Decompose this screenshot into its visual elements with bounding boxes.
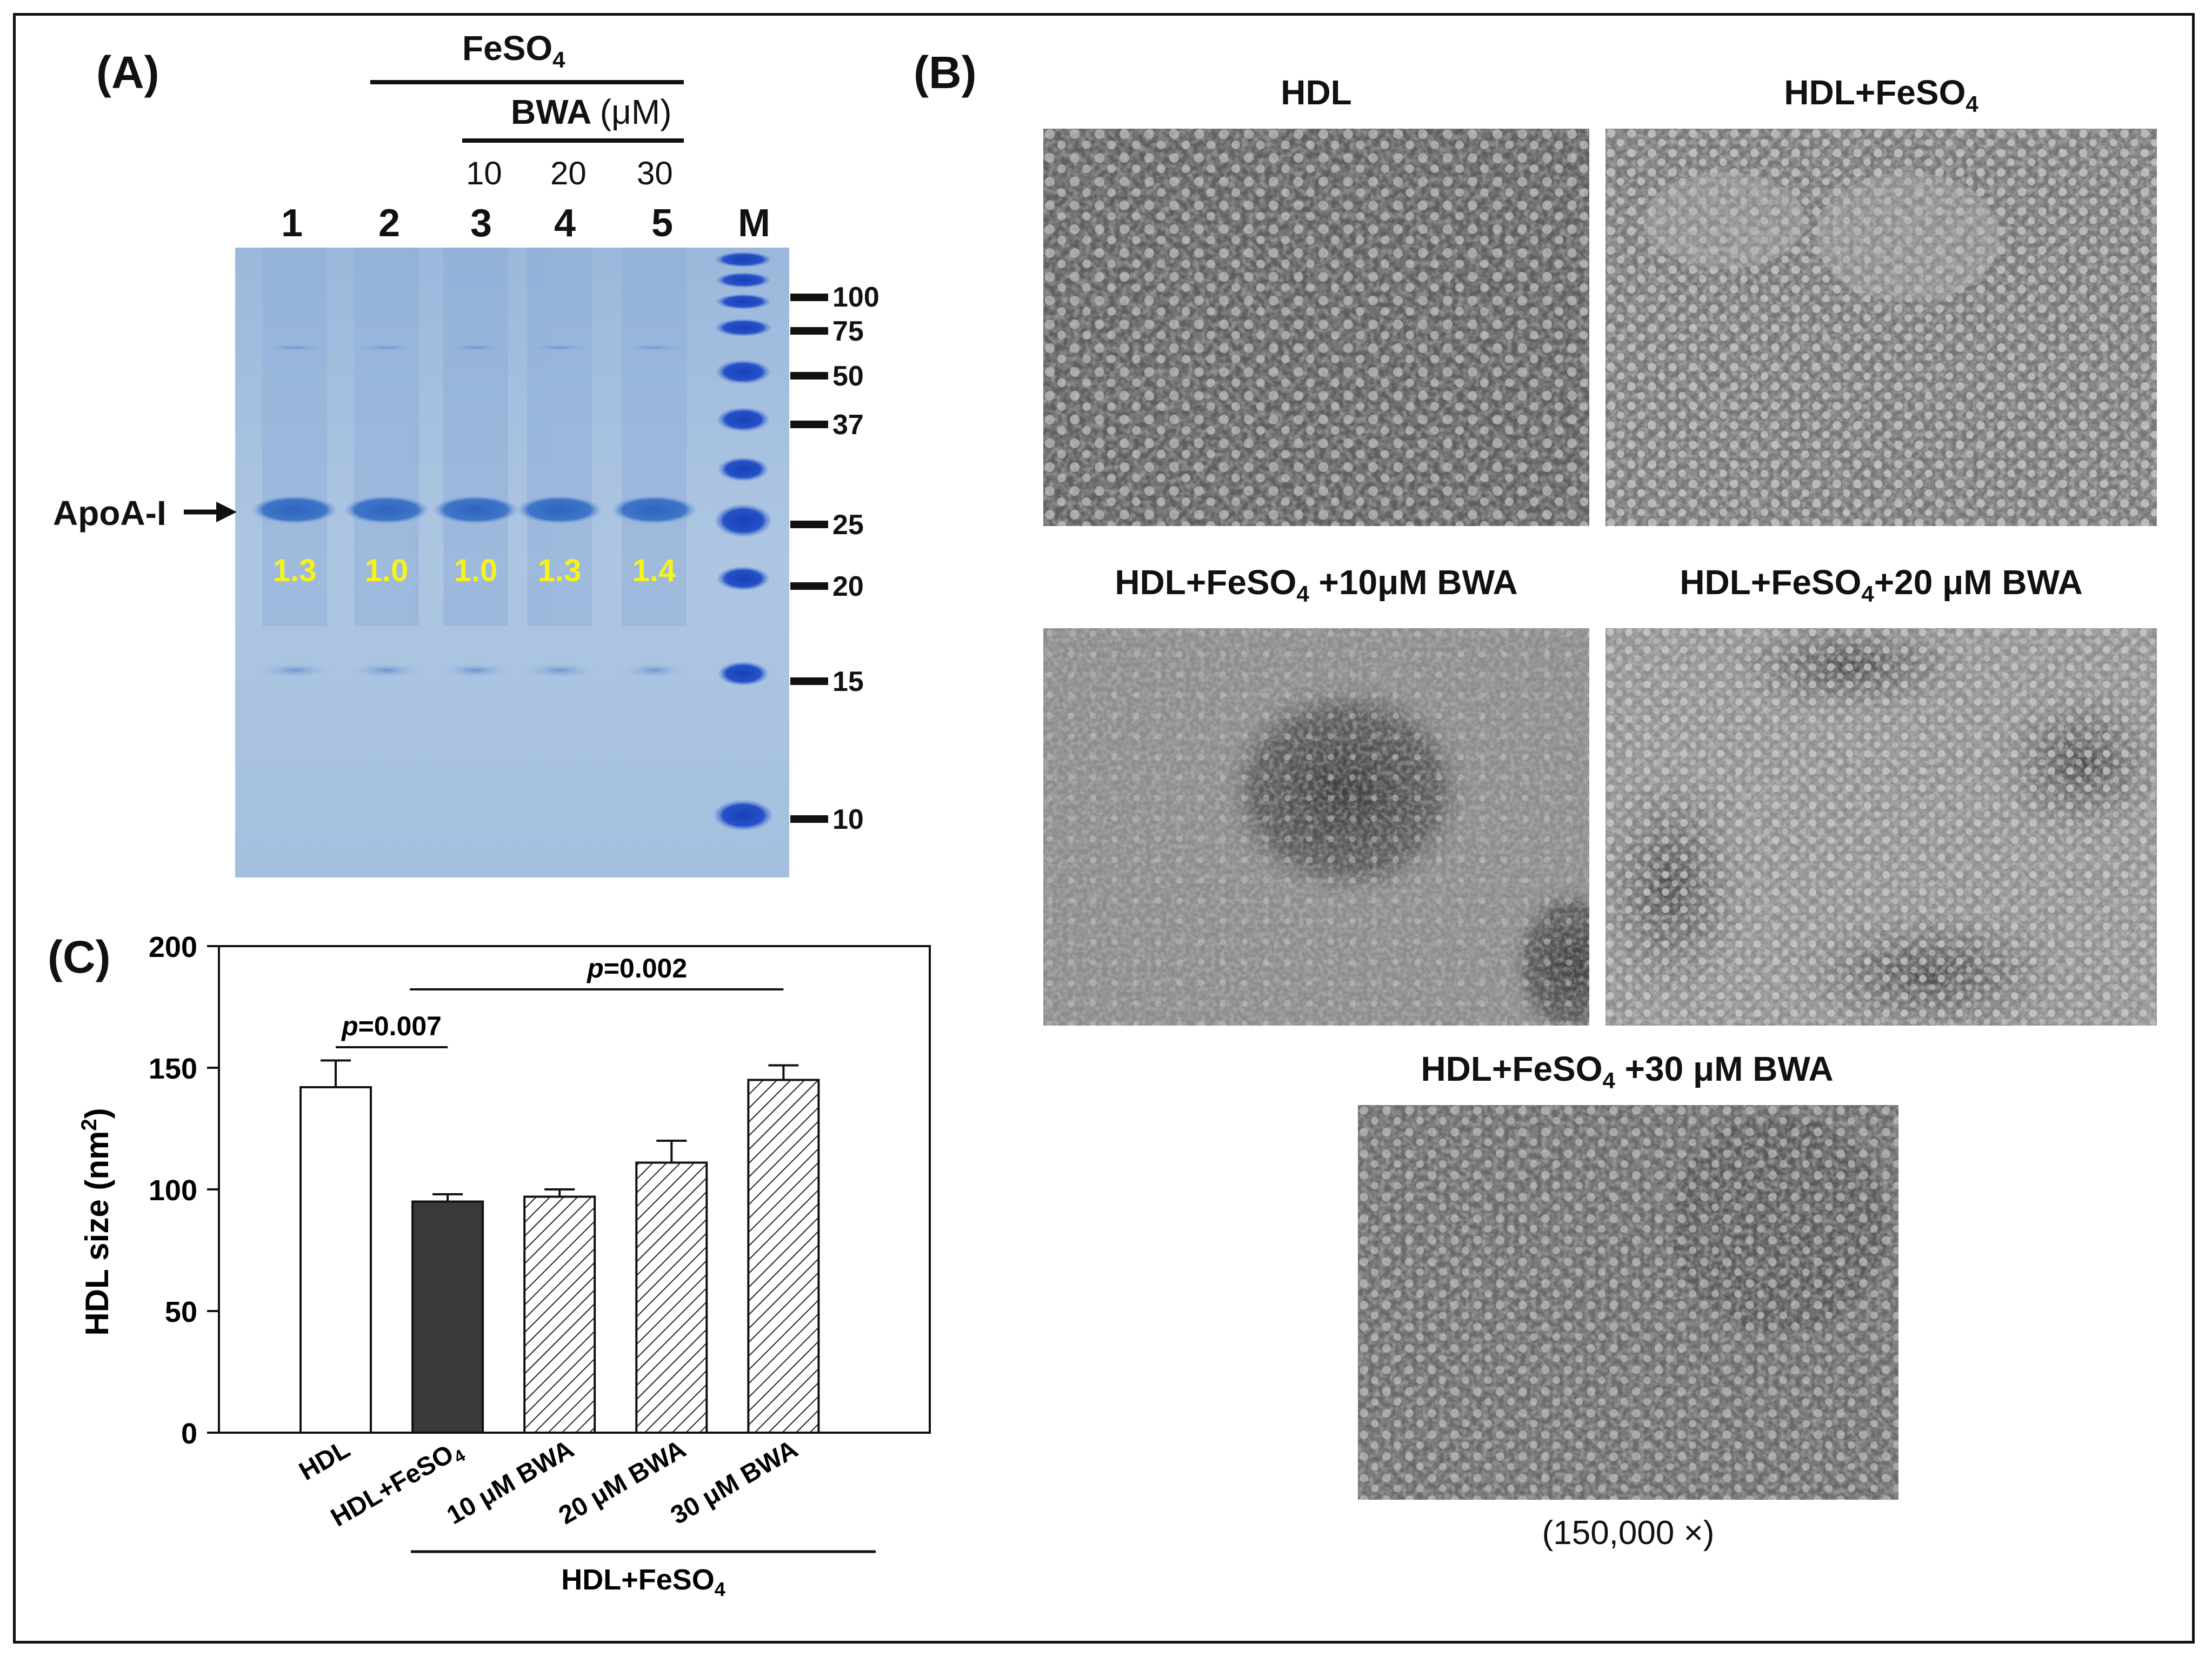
sig-label-2: p=0.002	[586, 953, 687, 983]
ratio-lane-3: 1.0	[454, 553, 498, 588]
y-tick-label-150: 150	[149, 1053, 197, 1085]
sds-page-gel	[235, 248, 789, 877]
gel-background	[235, 248, 789, 877]
group-bracket: HDL+FeSO4	[411, 1550, 876, 1600]
top-faint-bands	[257, 343, 692, 352]
marker-ladder	[714, 252, 772, 830]
ratio-lane-1: 1.3	[272, 553, 317, 588]
figure-frame	[13, 13, 2195, 1644]
bwa-header: BWA (μM)	[511, 92, 672, 131]
ratio-lane-4: 1.3	[537, 553, 582, 588]
apoa-bands	[252, 496, 696, 524]
apoa-arrow-icon	[184, 502, 237, 522]
mw-tick-37	[790, 421, 828, 428]
significance-annotations: p=0.007 p=0.002	[336, 953, 784, 1048]
mw-tick-75	[790, 327, 828, 335]
mw-label-15: 15	[832, 666, 864, 697]
em-title-hdl: HDL	[1281, 73, 1352, 112]
conc-30: 30	[637, 155, 673, 191]
ratio-lane-5: 1.4	[632, 553, 676, 588]
em-image-20um	[1605, 628, 2157, 1026]
em-image-10um	[1043, 628, 1589, 1026]
y-axis-label: HDL size (nm2)	[77, 1108, 115, 1335]
x-tick-label-3: 20 μM BWA	[554, 1435, 691, 1531]
apoa-label: ApoA-I	[53, 494, 166, 533]
bar-0	[299, 1086, 372, 1434]
bar-2	[523, 1195, 596, 1434]
mw-tick-20	[790, 582, 828, 590]
y-axis: 0 50 100 150 200	[149, 931, 219, 1450]
x-tick-label-2: 10 μM BWA	[442, 1435, 579, 1531]
em-title-hdl-feso4: HDL+FeSO4	[1784, 73, 1978, 117]
y-tick-label-200: 200	[149, 931, 197, 963]
mw-label-20: 20	[832, 571, 864, 602]
magnification-label: (150,000 ×)	[1542, 1514, 1715, 1552]
lane-1: 1	[281, 202, 303, 245]
ratio-lane-2: 1.0	[364, 553, 409, 588]
mw-label-37: 37	[832, 409, 864, 441]
mw-label-25: 25	[832, 509, 864, 541]
em-image-hdl-feso4	[1605, 129, 2157, 526]
lane-4: 4	[554, 202, 576, 245]
bar-1	[411, 1200, 484, 1434]
panel-c-letter: (C)	[48, 932, 111, 982]
bwa-bracket-line	[462, 138, 684, 143]
bar-3	[635, 1161, 708, 1434]
panel-a-letter: (A)	[96, 47, 159, 98]
feso4-bracket-line	[370, 80, 684, 84]
conc-20: 20	[550, 155, 587, 191]
mw-tick-10	[790, 815, 828, 823]
mw-label-75: 75	[832, 316, 864, 347]
lane-3: 3	[470, 202, 492, 245]
em-image-hdl	[1043, 129, 1589, 526]
x-tick-label-4: 30 μM BWA	[666, 1435, 803, 1531]
sig-label-1: p=0.007	[341, 1011, 442, 1041]
y-tick-label-50: 50	[165, 1296, 197, 1328]
mw-label-10: 10	[832, 804, 864, 835]
bars	[299, 1059, 820, 1434]
em-title-30um: HDL+FeSO4 +30 μM BWA	[1421, 1049, 1834, 1093]
lane-2: 2	[378, 202, 401, 245]
mw-tick-15	[790, 677, 828, 685]
lane-m: M	[738, 202, 770, 245]
lane-smears	[262, 248, 687, 626]
mw-tick-25	[790, 521, 828, 528]
em-title-10um: HDL+FeSO4 +10μM BWA	[1115, 563, 1518, 607]
bar-4	[747, 1079, 820, 1434]
lower-bands	[258, 663, 687, 678]
em-title-20um: HDL+FeSO4+20 μM BWA	[1680, 563, 2083, 607]
conc-10: 10	[466, 155, 502, 191]
lane-5: 5	[651, 202, 674, 245]
y-tick-label-0: 0	[181, 1418, 197, 1450]
mw-label-100: 100	[832, 282, 880, 313]
mw-tick-50	[790, 372, 828, 380]
x-tick-label-0: HDL	[295, 1435, 355, 1486]
y-tick-label-100: 100	[149, 1174, 197, 1207]
group-label: HDL+FeSO4	[561, 1564, 725, 1600]
em-image-30um	[1358, 1105, 1898, 1500]
mw-label-50: 50	[832, 361, 864, 392]
feso4-header: FeSO4	[462, 29, 565, 72]
panel-b-letter: (B)	[914, 47, 977, 98]
mw-tick-100	[790, 294, 828, 301]
